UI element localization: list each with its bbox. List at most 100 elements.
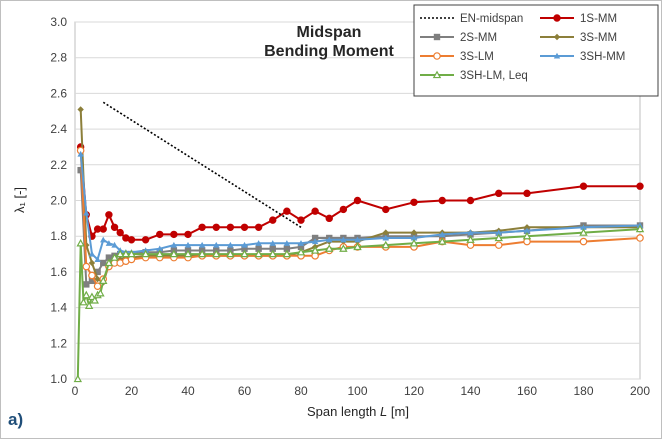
- data-point: [100, 236, 107, 243]
- legend-item-en-midspan: EN-midspan: [420, 13, 523, 25]
- data-point: [466, 235, 475, 243]
- chart-subtitle: Bending Moment: [264, 43, 394, 60]
- data-point: [79, 297, 88, 306]
- data-point: [183, 249, 193, 258]
- x-tick-label: 100: [347, 384, 367, 398]
- data-point: [310, 246, 320, 254]
- data-point: [105, 240, 113, 246]
- data-point: [495, 229, 502, 236]
- data-point: [296, 247, 306, 256]
- data-point: [268, 249, 277, 258]
- data-point: [241, 245, 248, 252]
- data-point: [94, 275, 101, 283]
- data-point: [90, 296, 99, 304]
- data-point: [297, 240, 305, 246]
- data-point: [339, 205, 348, 214]
- data-point: [227, 241, 234, 248]
- data-point: [410, 198, 418, 206]
- data-point: [96, 288, 105, 297]
- data-point: [170, 230, 178, 239]
- data-point: [212, 249, 221, 258]
- data-point: [94, 268, 101, 276]
- data-point: [73, 374, 83, 383]
- legend-label: 1S-MM: [580, 13, 617, 25]
- legend-label: EN-midspan: [460, 13, 523, 25]
- data-point: [410, 229, 418, 236]
- data-point: [197, 249, 207, 258]
- data-point: [353, 196, 362, 205]
- data-point: [83, 281, 90, 288]
- data-point: [297, 216, 305, 224]
- data-point: [99, 276, 108, 284]
- data-point: [269, 216, 277, 224]
- data-point: [156, 230, 164, 239]
- legend-label: 3S-MM: [580, 32, 617, 44]
- data-point: [325, 214, 333, 223]
- data-point: [94, 256, 101, 262]
- data-point: [105, 211, 113, 219]
- series-3sh-lm-leq: [73, 224, 645, 383]
- x-tick-label: 160: [517, 384, 537, 398]
- legend-box: [413, 4, 659, 97]
- x-axis-label-unit: [m]: [391, 404, 409, 419]
- axis-layer: 1.0 1.2 1.4 1.6 1.8 2.0 2.2 2.4 2.6 2.8 3.0 0 20 40 60…: [50, 15, 650, 398]
- series-layer: [73, 101, 645, 383]
- data-point: [381, 240, 390, 249]
- y-tick-label: 1.0: [50, 372, 67, 386]
- data-point: [340, 236, 347, 243]
- data-point: [494, 241, 503, 249]
- legend-label: 3S-LM: [460, 51, 494, 63]
- legend-marker: [432, 70, 442, 79]
- series-line-3sh-mm: [79, 154, 641, 261]
- data-point: [523, 224, 531, 231]
- data-point: [141, 249, 150, 258]
- legend-marker: [553, 52, 561, 59]
- x-tick-label: 80: [294, 384, 308, 398]
- data-point: [121, 249, 131, 258]
- data-point: [311, 238, 319, 245]
- data-point: [240, 223, 249, 231]
- x-tick-label: 20: [125, 384, 139, 398]
- y-tick-label: 2.8: [50, 51, 67, 65]
- data-point: [88, 271, 96, 280]
- data-point: [77, 106, 84, 113]
- legend: EN-midspan 1S-MM 2S-MM 3S-MM 3S-LM 3SH-MM 3SH-…: [413, 4, 659, 97]
- data-point: [115, 249, 125, 258]
- data-point: [93, 282, 102, 290]
- data-point: [282, 249, 292, 258]
- data-point: [100, 259, 107, 267]
- y-tick-label: 2.0: [50, 194, 67, 208]
- data-point: [77, 150, 84, 157]
- x-tick-label: 40: [181, 384, 195, 398]
- data-point: [636, 182, 644, 190]
- data-point: [169, 249, 179, 258]
- data-point: [213, 241, 220, 248]
- data-point: [254, 249, 263, 258]
- data-point: [283, 245, 291, 252]
- x-tick-label: 60: [238, 384, 252, 398]
- x-tick-label: 200: [630, 384, 650, 398]
- legend-marker: [433, 33, 441, 41]
- y-tick-label: 2.2: [50, 158, 67, 172]
- data-point: [184, 241, 192, 248]
- legend-item-3s-lm: 3S-LM: [420, 51, 494, 63]
- y-tick-label: 1.6: [50, 265, 67, 279]
- data-point: [579, 228, 588, 236]
- data-point: [269, 240, 276, 246]
- data-point: [226, 223, 235, 231]
- x-axis-label-var: L: [380, 404, 387, 419]
- legend-label: 2S-MM: [460, 32, 497, 44]
- y-tick-label: 1.8: [50, 229, 67, 243]
- x-tick-label: 140: [460, 384, 480, 398]
- data-point: [635, 224, 645, 233]
- legend-label: 3SH-LM, Leq: [460, 70, 528, 82]
- data-point: [104, 258, 114, 267]
- data-point: [240, 249, 249, 258]
- data-point: [241, 241, 248, 248]
- data-point: [382, 205, 390, 214]
- y-tick-label: 1.2: [50, 336, 67, 350]
- data-point: [382, 229, 389, 236]
- data-point: [382, 234, 389, 241]
- data-point: [111, 241, 118, 248]
